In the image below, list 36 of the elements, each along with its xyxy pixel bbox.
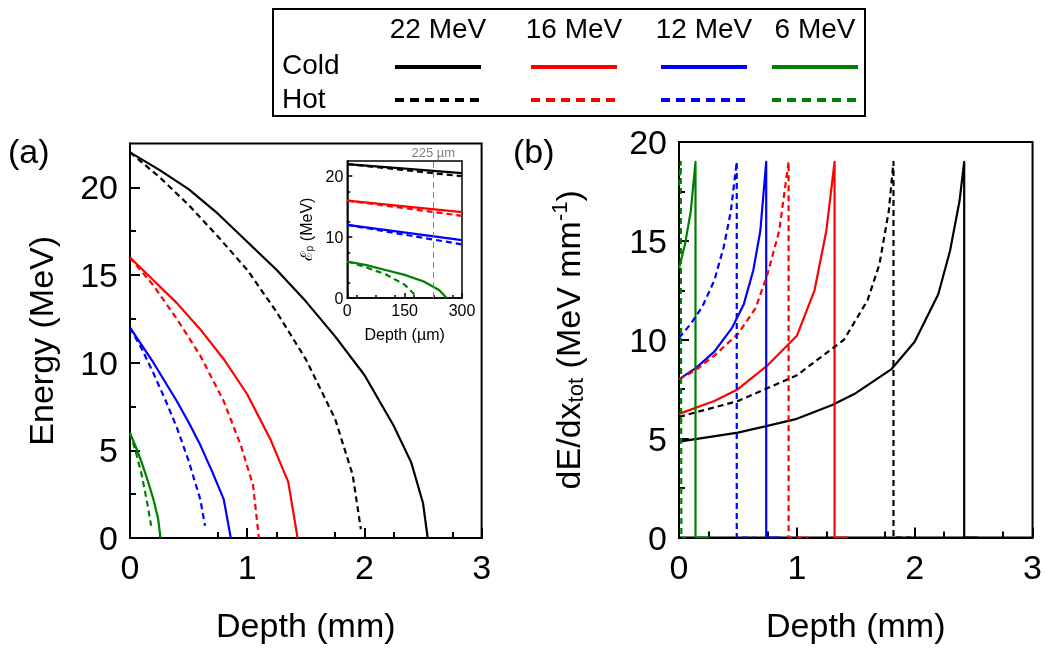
x-tick-label: 1 — [787, 547, 807, 586]
x-tick-label: 3 — [1023, 547, 1043, 586]
x-tick-label: 2 — [354, 548, 374, 586]
x-axis-title: Depth (mm) — [766, 605, 946, 644]
y-tick-label: 10 — [80, 343, 118, 382]
x-axis-title: Depth (µm) — [364, 325, 445, 343]
text: 16 MeV — [524, 13, 624, 45]
y-tick-label: 5 — [99, 431, 118, 470]
x-tick-label: 2 — [905, 547, 925, 586]
y-axis-title: ℰp (MeV) — [297, 197, 316, 262]
text: (a) — [8, 132, 50, 171]
y-tick-label: 0 — [648, 518, 667, 557]
x-axis-title: Depth (mm) — [216, 606, 396, 644]
y-tick-label: 10 — [629, 320, 667, 359]
y-tick-label: 20 — [629, 123, 667, 161]
y-tick-label: 20 — [325, 167, 344, 185]
y-axis-title: dE/dxtot (MeV mm-1) — [546, 190, 588, 490]
ref-line-label: 225 µm — [411, 145, 456, 160]
y-tick-label: 5 — [648, 419, 667, 458]
text: 12 MeV — [654, 13, 754, 45]
text: 22 MeV — [388, 13, 488, 45]
x-tick-label: 3 — [472, 548, 492, 586]
y-tick-label: 0 — [334, 289, 344, 307]
y-tick-label: 15 — [629, 221, 667, 260]
y-tick-label: 0 — [99, 519, 118, 557]
text: Hot — [281, 82, 327, 115]
y-tick-label: 10 — [325, 228, 344, 246]
text: 6 MeV — [773, 13, 857, 45]
x-tick-label: 1 — [237, 548, 257, 586]
y-tick-label: 20 — [80, 168, 118, 207]
x-tick-label: 150 — [391, 301, 419, 319]
text: Cold — [281, 49, 341, 81]
y-tick-label: 15 — [80, 256, 118, 295]
x-tick-label: 300 — [448, 301, 476, 319]
y-axis-title: Energy (MeV) — [22, 235, 60, 446]
text: (b) — [513, 132, 555, 171]
